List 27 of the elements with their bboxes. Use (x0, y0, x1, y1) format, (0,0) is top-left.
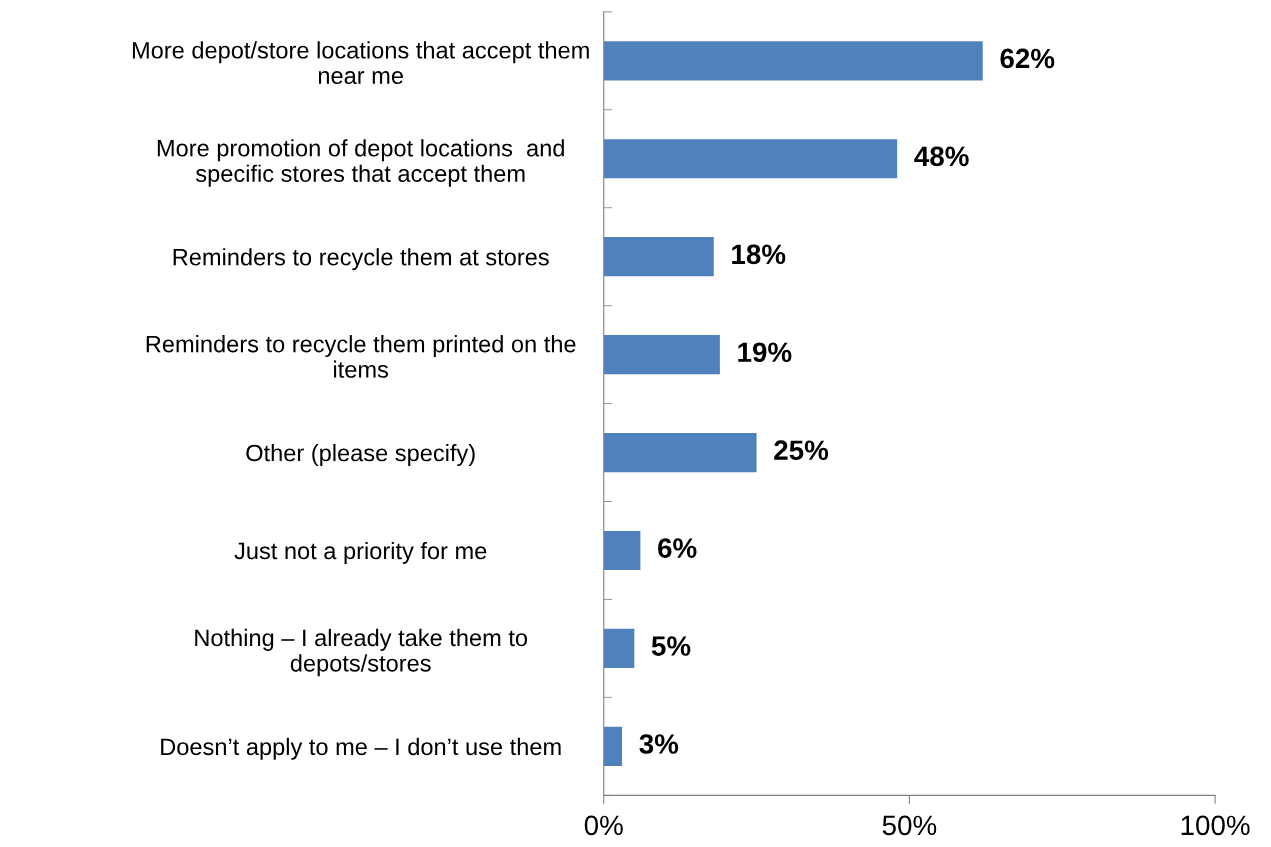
bar (603, 139, 898, 179)
data-label: 25% (774, 440, 829, 461)
data-label: 62% (1000, 48, 1055, 69)
bar (603, 237, 714, 277)
x-tick-label: 50% (882, 815, 937, 836)
y-tick-label: Other (please specify) (246, 444, 475, 467)
bar (603, 726, 623, 766)
bar (603, 41, 983, 81)
y-tick-label: Just not a priority for me (234, 541, 487, 564)
y-tick-label: Nothing – I already take them to depots/stores (195, 628, 528, 677)
data-label: 18% (732, 244, 786, 265)
data-label: 3% (639, 734, 679, 754)
y-tick-label: More promotion of depot locations and specific stores that accept them (157, 139, 564, 187)
data-label: 19% (738, 342, 792, 363)
data-label: 48% (914, 146, 969, 167)
y-tick-label: More depot/store locations that accept them near me (132, 41, 589, 85)
bar (603, 530, 641, 571)
x-tick-label: 0% (584, 815, 623, 836)
y-tick-label: Doesn’t apply to me – I don’t use them (161, 737, 561, 760)
bar (603, 432, 757, 473)
data-label: 6% (658, 538, 697, 558)
x-tick-label: 100% (1181, 815, 1250, 836)
y-tick-label: Reminders to recycle them at stores (173, 248, 549, 271)
bar (603, 628, 635, 669)
data-label: 5% (651, 636, 691, 656)
y-tick-label: Reminders to recycle them printed on the items (146, 335, 576, 378)
bar (603, 335, 720, 375)
